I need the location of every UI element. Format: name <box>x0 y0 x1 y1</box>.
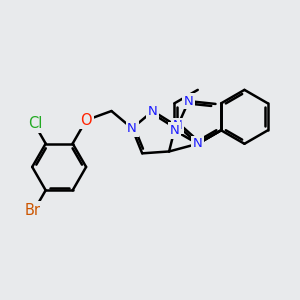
Text: O: O <box>80 113 92 128</box>
Text: N: N <box>193 137 202 150</box>
Text: N: N <box>127 122 137 135</box>
Text: N: N <box>184 94 194 108</box>
Text: N: N <box>148 104 158 118</box>
Text: N: N <box>173 119 183 132</box>
Text: Cl: Cl <box>28 116 43 131</box>
Text: N: N <box>169 124 179 137</box>
Text: Br: Br <box>24 202 40 217</box>
